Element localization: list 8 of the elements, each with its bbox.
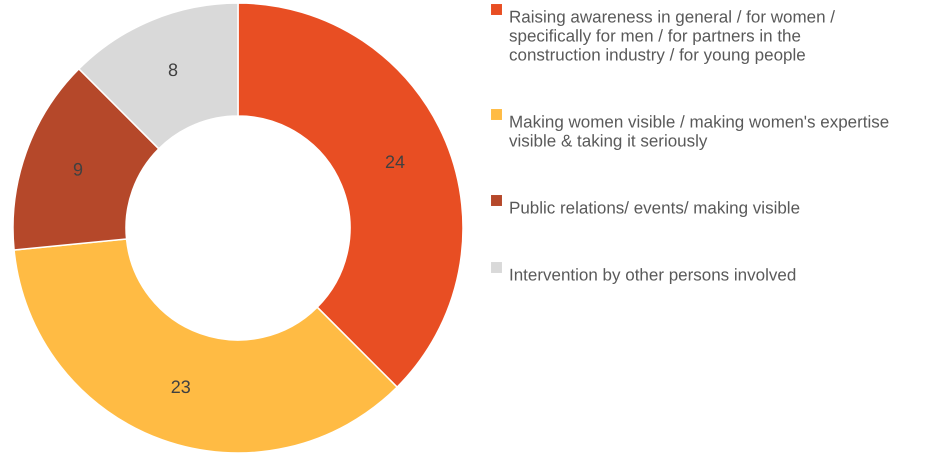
legend-label: Making women visible / making women's expertise visible & taking it seriously [509,112,890,150]
data-label: 8 [168,60,178,80]
data-label: 23 [170,377,191,398]
legend-label: Public relations/ events/ making visible [509,198,800,218]
legend-label: Intervention by other persons involved [509,266,796,284]
legend-label: Raising awareness in general / for women / specifically for men / for partners in the construction industry / for young people [509,8,836,64]
data-label: 9 [72,160,83,180]
data-label: 24 [385,152,406,172]
